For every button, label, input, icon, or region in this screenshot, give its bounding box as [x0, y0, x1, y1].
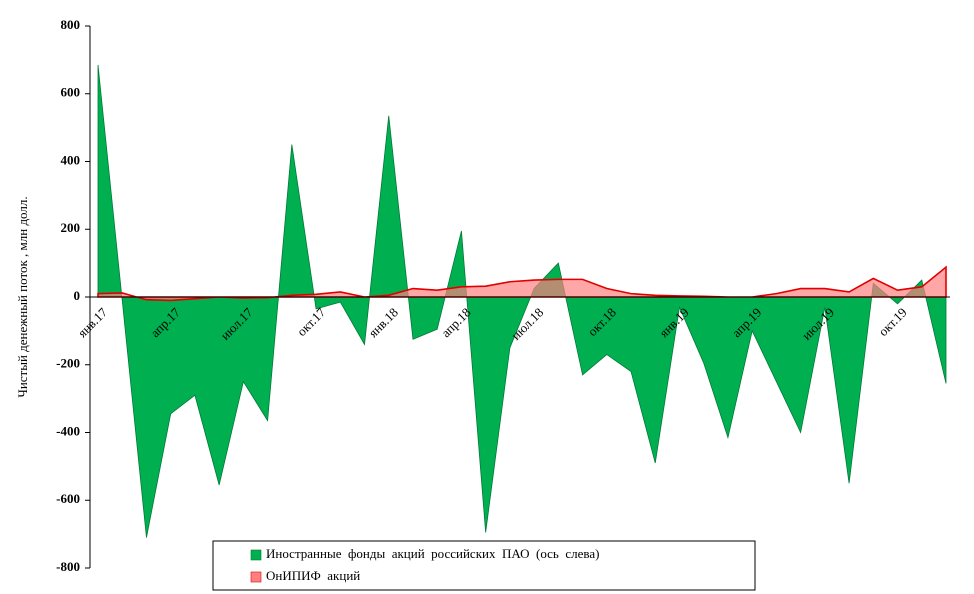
x-tick-label: янв.18 [365, 305, 401, 341]
legend-label: Иностранные фонды акций российских ПАО (… [266, 546, 599, 561]
legend: Иностранные фонды акций российских ПАО (… [212, 540, 756, 591]
x-tick-label: янв.17 [75, 304, 111, 340]
y-tick-label: -400 [56, 423, 80, 438]
legend-box [212, 540, 756, 591]
y-axis-label: Чистый денежный поток , млн долл. [15, 196, 30, 397]
y-tick-label: 0 [74, 288, 81, 303]
y-tick-label: -600 [56, 491, 80, 506]
y-tick-label: -800 [56, 559, 80, 574]
area [97, 265, 947, 302]
y-tick-label: 400 [61, 152, 81, 167]
y-tick-label: 800 [61, 17, 81, 32]
y-tick-label: -200 [56, 356, 80, 371]
legend-label: ОнИПИФ акций [266, 568, 360, 583]
legend-swatch [250, 549, 262, 561]
legend-swatch [250, 571, 262, 583]
x-tick-label: окт.17 [294, 304, 329, 339]
x-tick-label: апр.18 [438, 305, 474, 341]
area [97, 64, 947, 538]
y-tick-label: 600 [61, 85, 81, 100]
x-tick-label: окт.19 [875, 305, 909, 339]
y-tick-label: 200 [61, 220, 81, 235]
